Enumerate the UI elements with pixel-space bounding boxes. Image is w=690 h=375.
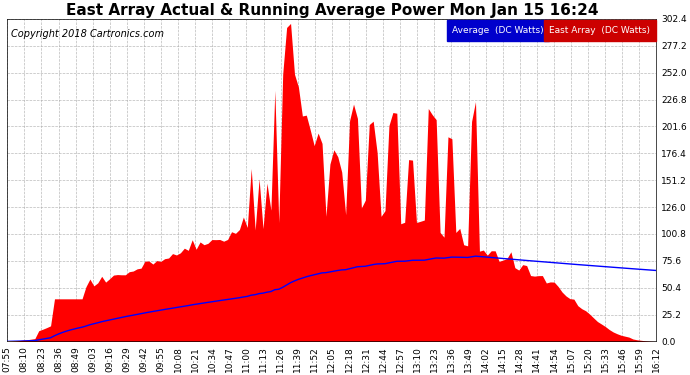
Legend: Average  (DC Watts), East Array  (DC Watts): Average (DC Watts), East Array (DC Watts… — [448, 24, 652, 37]
Title: East Array Actual & Running Average Power Mon Jan 15 16:24: East Array Actual & Running Average Powe… — [66, 3, 598, 18]
Text: Copyright 2018 Cartronics.com: Copyright 2018 Cartronics.com — [10, 28, 164, 39]
